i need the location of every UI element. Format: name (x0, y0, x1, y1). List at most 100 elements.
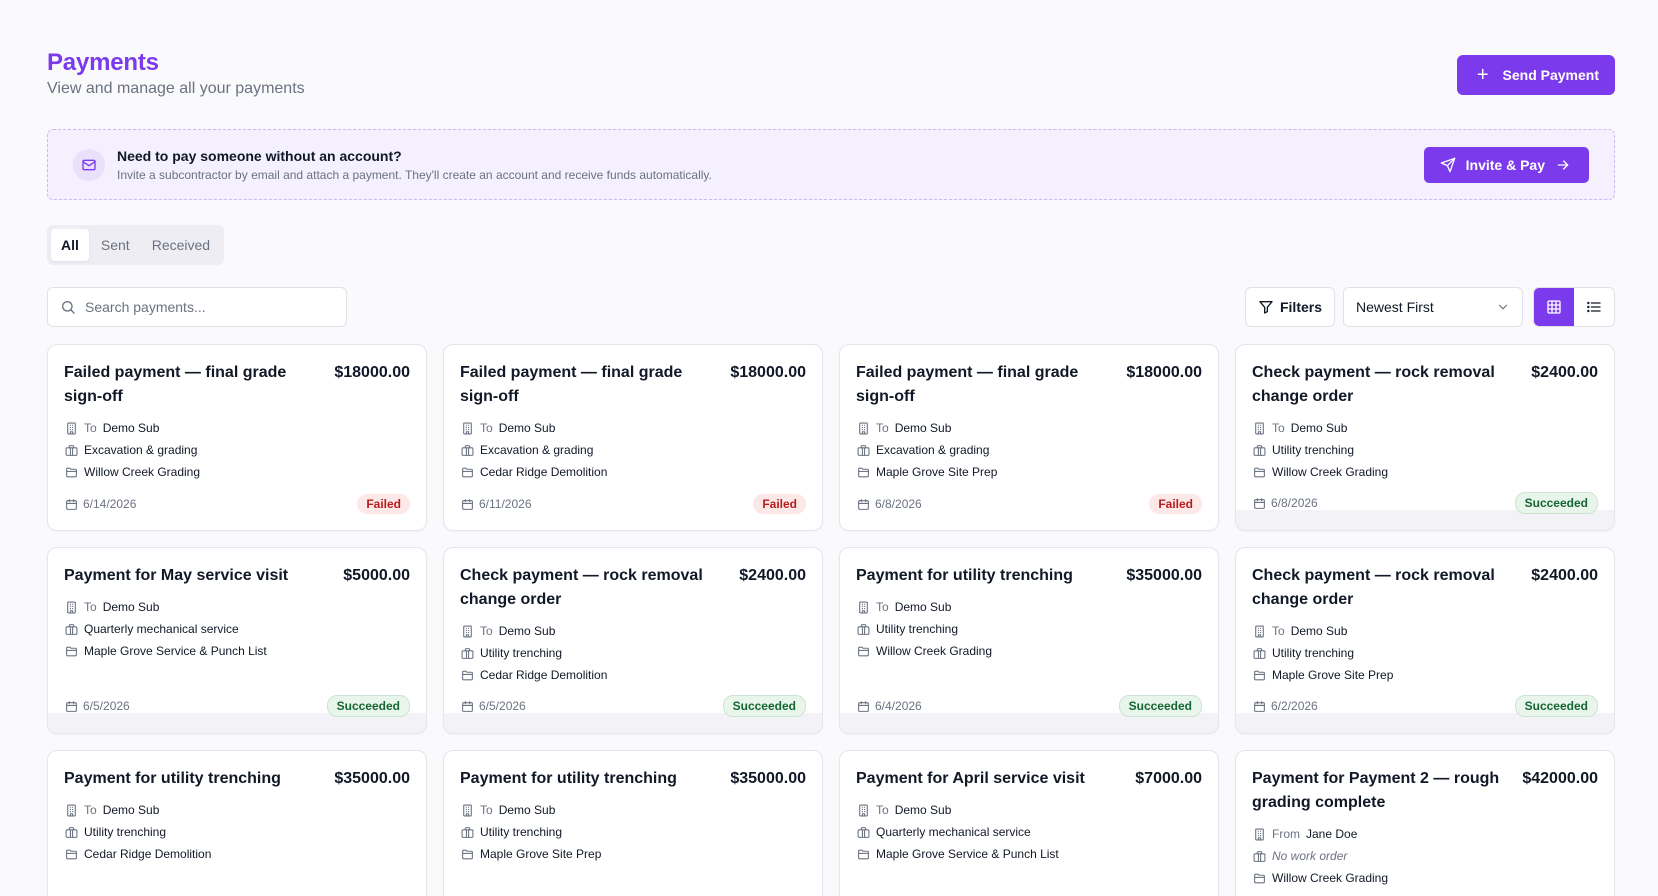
sort-select[interactable]: Newest First (1343, 287, 1523, 327)
payment-party: Demo Sub (498, 421, 556, 435)
filters-label: Filters (1279, 299, 1322, 315)
folder-icon (856, 847, 870, 861)
date-row: 6/8/2026 (1252, 496, 1318, 510)
payment-card[interactable]: Payment for Payment 2 — rough grading co… (1235, 750, 1615, 896)
payment-direction: To (1272, 421, 1285, 435)
project-row: Willow Creek Grading (64, 461, 410, 483)
status-badge: Succeeded (1118, 695, 1202, 717)
payment-amount: $2400.00 (1531, 567, 1598, 584)
payment-card[interactable]: Check payment — rock removal change orde… (1235, 344, 1615, 531)
payment-card[interactable]: Payment for utility trenching $35000.00 … (839, 547, 1219, 734)
payment-date: 6/11/2026 (479, 497, 532, 511)
payment-card[interactable]: Failed payment — final grade sign-off $1… (443, 344, 823, 531)
payment-card[interactable]: Check payment — rock removal change orde… (1235, 547, 1615, 734)
project-row: Maple Grove Site Prep (856, 461, 1202, 483)
folder-icon (1252, 871, 1266, 885)
payment-title: Failed payment — final grade sign-off (856, 364, 1079, 405)
payment-work-order: Utility trenching (876, 622, 959, 636)
view-toggle (1533, 287, 1615, 327)
building-icon (460, 803, 474, 817)
status-badge: Succeeded (1514, 492, 1598, 514)
payment-project: Willow Creek Grading (1272, 465, 1389, 479)
status-badge: Succeeded (326, 695, 410, 717)
work-order-row: Excavation & grading (460, 439, 806, 461)
payment-card[interactable]: Payment for May service visit $5000.00 T… (47, 547, 427, 734)
payment-work-order: Utility trenching (480, 825, 563, 839)
payment-card[interactable]: Check payment — rock removal change orde… (443, 547, 823, 734)
payment-title: Payment for April service visit (856, 770, 1085, 787)
building-icon (856, 421, 870, 435)
briefcase-icon (64, 443, 78, 457)
calendar-icon (1252, 699, 1266, 713)
building-icon (64, 803, 78, 817)
payee-row: To Demo Sub (64, 596, 410, 618)
payment-project: Maple Grove Site Prep (1272, 668, 1394, 682)
payment-title: Check payment — rock removal change orde… (460, 567, 703, 608)
search-input[interactable] (85, 299, 334, 315)
tab-received[interactable]: Received (151, 237, 211, 253)
payment-project: Cedar Ridge Demolition (480, 465, 608, 479)
building-icon (64, 421, 78, 435)
payment-direction: To (876, 600, 889, 614)
work-order-row: Excavation & grading (64, 439, 410, 461)
status-badge: Failed (357, 494, 410, 514)
payment-project: Cedar Ridge Demolition (480, 668, 608, 682)
list-view-button[interactable] (1574, 288, 1614, 326)
tab-sent[interactable]: Sent (100, 237, 130, 253)
send-payment-button[interactable]: + Send Payment (1456, 55, 1615, 95)
payments-grid: Failed payment — final grade sign-off $1… (47, 344, 1615, 896)
calendar-icon (64, 699, 78, 713)
payment-direction: To (876, 803, 889, 817)
payment-work-order: Utility trenching (1272, 443, 1355, 457)
status-badge: Succeeded (722, 695, 806, 717)
grid-view-button[interactable] (1534, 288, 1574, 326)
work-order-row: Utility trenching (1252, 642, 1598, 664)
date-row: 6/14/2026 (64, 497, 136, 511)
building-icon (1252, 421, 1266, 435)
payment-card[interactable]: Payment for utility trenching $35000.00 … (47, 750, 427, 896)
payment-work-order: Utility trenching (84, 825, 167, 839)
folder-icon (460, 668, 474, 682)
payee-row: To Demo Sub (856, 799, 1202, 821)
project-row: Cedar Ridge Demolition (460, 461, 806, 483)
search-box (47, 287, 347, 327)
payment-card[interactable]: Failed payment — final grade sign-off $1… (47, 344, 427, 531)
arrow-right-icon (1555, 157, 1571, 173)
payee-row: To Demo Sub (460, 799, 806, 821)
date-row: 6/2/2026 (1252, 699, 1318, 713)
status-badge: Succeeded (1514, 695, 1598, 717)
payment-title: Payment for May service visit (64, 567, 289, 584)
payment-project: Willow Creek Grading (1272, 871, 1389, 885)
folder-icon (64, 847, 78, 861)
folder-icon (460, 465, 474, 479)
project-row: Maple Grove Site Prep (1252, 664, 1598, 686)
toolbar: Filters Newest First (47, 287, 1615, 327)
invite-and-pay-button[interactable]: Invite & Pay (1423, 146, 1589, 183)
filter-icon (1258, 299, 1274, 315)
payment-card[interactable]: Failed payment — final grade sign-off $1… (839, 344, 1219, 531)
send-icon (1440, 157, 1456, 173)
briefcase-icon (460, 646, 474, 660)
payment-party: Demo Sub (1290, 421, 1348, 435)
project-row: Willow Creek Grading (1252, 867, 1598, 889)
work-order-row: Quarterly mechanical service (64, 618, 410, 640)
briefcase-icon (1252, 849, 1266, 863)
payment-card[interactable]: Payment for utility trenching $35000.00 … (443, 750, 823, 896)
plus-icon: + (1476, 64, 1489, 86)
status-badge: Failed (753, 494, 806, 514)
payment-direction: To (480, 624, 493, 638)
payment-direction: To (480, 421, 493, 435)
tab-all[interactable]: All (51, 229, 89, 261)
work-order-row: Utility trenching (460, 642, 806, 664)
payment-title: Failed payment — final grade sign-off (64, 364, 287, 405)
filters-button[interactable]: Filters (1244, 287, 1335, 327)
folder-icon (856, 465, 870, 479)
payment-work-order: Utility trenching (480, 646, 563, 660)
briefcase-icon (64, 622, 78, 636)
calendar-icon (460, 497, 474, 511)
date-row: 6/5/2026 (64, 699, 130, 713)
payment-card[interactable]: Payment for April service visit $7000.00… (839, 750, 1219, 896)
briefcase-icon (856, 622, 870, 636)
payment-date: 6/8/2026 (875, 497, 922, 511)
payments-page: Payments View and manage all your paymen… (47, 48, 1615, 896)
